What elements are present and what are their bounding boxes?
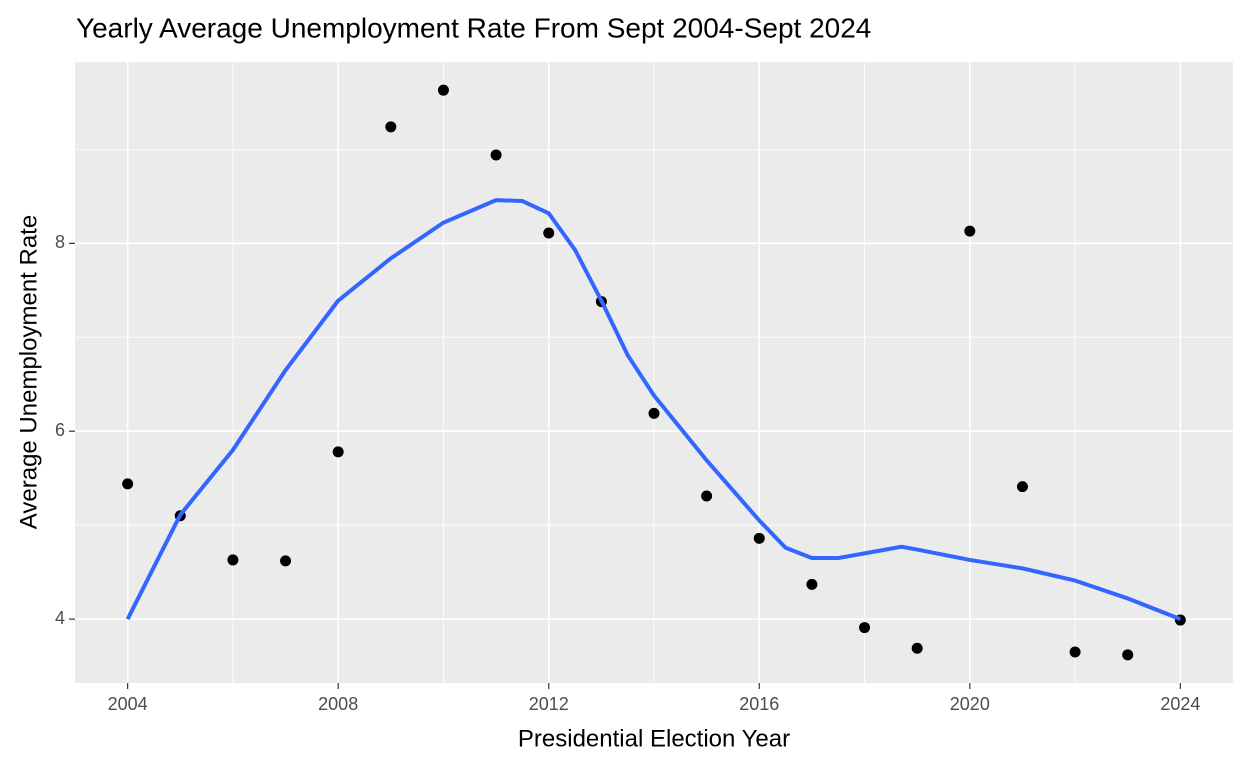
point <box>227 554 239 566</box>
point <box>806 578 818 590</box>
point <box>543 227 555 239</box>
y-tick-label: 6 <box>55 420 65 440</box>
point <box>859 622 871 634</box>
x-tick-label: 2008 <box>318 694 358 714</box>
y-tick-label: 4 <box>55 608 65 628</box>
point <box>648 407 660 419</box>
chart-title: Yearly Average Unemployment Rate From Se… <box>76 12 871 43</box>
x-tick-label: 2012 <box>529 694 569 714</box>
smooth-line <box>125 198 1182 621</box>
point <box>437 84 449 96</box>
x-tick-label: 2024 <box>1160 694 1200 714</box>
point <box>911 642 923 654</box>
x-axis-title: Presidential Election Year <box>518 725 790 752</box>
point <box>753 532 765 544</box>
x-tick-label: 2004 <box>108 694 148 714</box>
point <box>490 149 502 161</box>
point <box>1122 649 1134 661</box>
point <box>701 490 713 502</box>
point <box>1016 481 1028 493</box>
x-tick-label: 2020 <box>950 694 990 714</box>
point <box>1069 646 1081 658</box>
y-tick-label: 8 <box>55 232 65 252</box>
point <box>964 225 976 237</box>
y-axis-title: Average Unemployment Rate <box>15 215 42 529</box>
point <box>385 121 397 133</box>
point <box>332 446 344 458</box>
point <box>122 478 134 490</box>
x-tick-label: 2016 <box>739 694 779 714</box>
point <box>280 555 292 567</box>
